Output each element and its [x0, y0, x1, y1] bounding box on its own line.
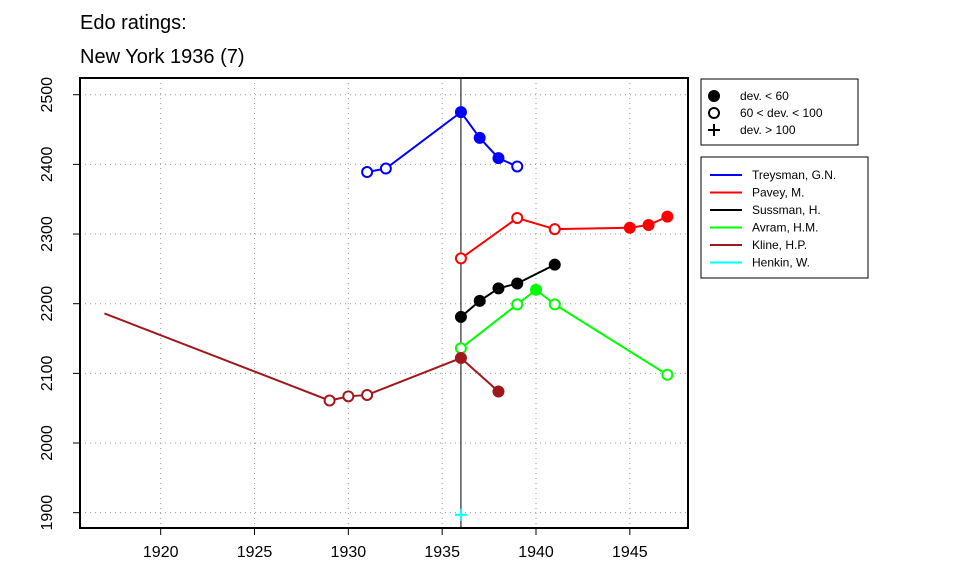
y-tick-label: 2200: [39, 286, 56, 322]
data-point: [473, 294, 486, 307]
x-tick-label: 1945: [612, 544, 648, 561]
data-point: [661, 368, 674, 381]
chart-title-line-2: New York 1936 (7): [80, 46, 245, 68]
marker-legend-symbol: [708, 124, 720, 136]
x-tick-label: 1935: [424, 544, 460, 561]
data-point: [379, 162, 392, 175]
data-point: [548, 223, 561, 236]
marker-legend-box: [700, 78, 859, 146]
x-tick-label: 1920: [143, 544, 179, 561]
data-point: [548, 298, 561, 311]
y-tick-label: 1900: [39, 495, 56, 531]
series-legend-label: Avram, H.M.: [752, 221, 818, 235]
axes: 1920 1925 1930 1935 1940 1945 1900 2000 2100 2200…: [39, 77, 648, 561]
series-5: [454, 508, 467, 521]
series-legend: Treysman, G.N. Pavey, M. Sussman, H. Avram,…: [700, 156, 869, 279]
data-point: [323, 394, 336, 407]
data-point: [548, 258, 561, 271]
series-legend-label: Kline, H.P.: [752, 238, 807, 252]
series-layer: [104, 106, 674, 521]
data-point: [361, 388, 374, 401]
series-3: [454, 283, 674, 381]
data-point: [473, 131, 486, 144]
data-point: [511, 160, 524, 173]
data-point: [454, 352, 467, 365]
data-point: [361, 166, 374, 179]
series-line: [460, 288, 668, 376]
data-point: [454, 310, 467, 323]
marker-legend-label: dev. > 100: [740, 123, 796, 137]
data-point: [511, 277, 524, 290]
data-point: [454, 508, 467, 521]
data-point: [342, 390, 355, 403]
x-tick-label: 1930: [331, 544, 367, 561]
data-point: [530, 283, 542, 296]
chart-title-line-1: Edo ratings:: [80, 12, 187, 34]
x-tick-label: 1940: [518, 544, 554, 561]
data-point: [492, 282, 505, 295]
data-point: [454, 252, 467, 265]
data-point: [642, 218, 655, 231]
x-tick-label: 1925: [237, 544, 273, 561]
series-0: [361, 106, 524, 179]
data-point: [454, 106, 467, 119]
marker-legend-label: dev. < 60: [740, 89, 789, 103]
data-point: [511, 212, 524, 225]
data-point: [661, 210, 674, 223]
series-legend-label: Pavey, M.: [752, 186, 804, 200]
series-legend-label: Sussman, H.: [752, 203, 821, 217]
marker-legend-label: 60 < dev. < 100: [740, 106, 823, 120]
series-1: [454, 210, 674, 265]
y-tick-label: 2500: [39, 77, 56, 113]
y-tick-label: 2400: [39, 146, 56, 182]
marker-legend-symbol: [708, 107, 720, 119]
data-point: [492, 385, 505, 398]
plot-frame: [79, 77, 689, 529]
marker-legend-symbol: [708, 90, 720, 102]
y-tick-label: 2100: [39, 355, 56, 391]
series-4: [104, 312, 505, 407]
data-point: [623, 221, 636, 234]
data-point: [511, 298, 524, 311]
series-legend-label: Henkin, W.: [752, 256, 810, 270]
series-2: [454, 258, 561, 323]
data-point: [492, 152, 505, 165]
y-tick-label: 2300: [39, 216, 56, 252]
series-line: [104, 312, 500, 402]
data-point: [454, 342, 467, 355]
series-legend-label: Treysman, G.N.: [752, 168, 836, 182]
y-tick-label: 2000: [39, 425, 56, 461]
series-legend-box: [700, 156, 869, 279]
grid: [80, 78, 688, 528]
marker-legend: dev. < 60 60 < dev. < 100 dev. > 100: [700, 78, 859, 146]
series-line: [460, 215, 668, 260]
